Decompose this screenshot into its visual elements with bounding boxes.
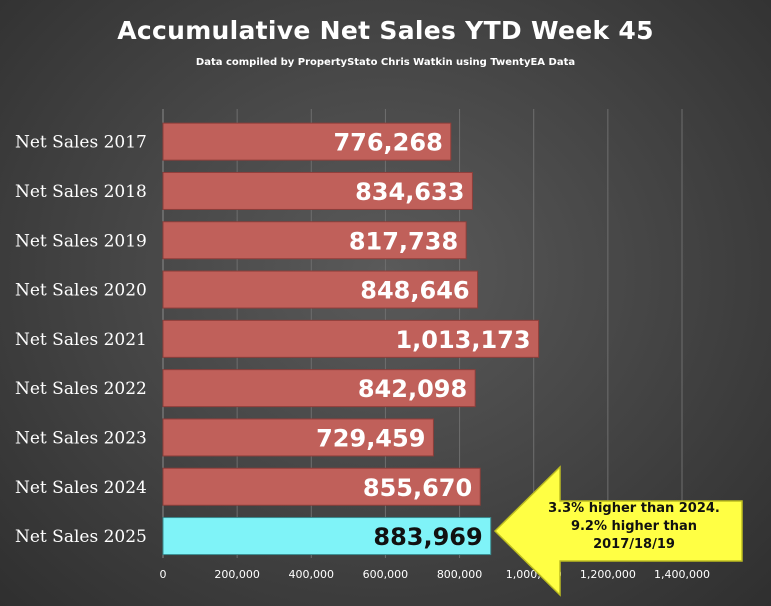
callout-arrow (493, 465, 743, 597)
bar (162, 467, 481, 506)
bar (162, 270, 479, 309)
bar (162, 319, 540, 358)
category-label: Net Sales 2018 (15, 182, 147, 202)
x-tick-label: 0 (160, 568, 167, 581)
data-label: 848,646 (360, 277, 469, 305)
category-label: Net Sales 2021 (15, 330, 147, 350)
x-tick-label: 1,200,000 (580, 568, 636, 581)
data-label: 855,670 (363, 474, 472, 502)
x-tick-label: 1,400,000 (654, 568, 710, 581)
bar (162, 171, 473, 210)
category-label: Net Sales 2019 (15, 231, 147, 251)
bar (162, 369, 476, 408)
callout-line-1: 3.3% higher than 2024. (548, 501, 720, 516)
data-label: 817,738 (349, 227, 458, 255)
data-label: 834,633 (355, 178, 464, 206)
data-label: 842,098 (358, 375, 467, 403)
bar (162, 221, 467, 260)
category-label: Net Sales 2022 (15, 379, 147, 399)
callout-line-3: 2017/18/19 (593, 537, 675, 552)
category-label: Net Sales 2024 (15, 478, 147, 498)
data-label: 883,969 (373, 523, 482, 551)
x-tick-label: 200,000 (214, 568, 260, 581)
category-label: Net Sales 2023 (15, 428, 147, 448)
callout-annotation: 3.3% higher than 2024. 9.2% higher than … (531, 500, 737, 554)
data-label: 776,268 (333, 129, 442, 157)
x-tick-label: 600,000 (363, 568, 409, 581)
callout-line-2: 9.2% higher than (570, 519, 698, 534)
chart-subtitle: Data compiled by PropertyStato Chris Wat… (195, 57, 576, 68)
data-label: 1,013,173 (395, 326, 530, 354)
x-tick-label: 800,000 (437, 568, 483, 581)
x-tick-labels: 0 200,000 400,000 600,000 800,000 1,000,000 1,… (160, 568, 710, 581)
bar (162, 418, 434, 457)
category-labels: Net Sales 2017 Net Sales 2018 Net Sales 20… (15, 133, 147, 547)
bar (162, 517, 492, 556)
category-label: Net Sales 2020 (15, 281, 147, 301)
bar (162, 122, 452, 161)
category-label: Net Sales 2017 (15, 133, 147, 153)
data-label: 729,459 (316, 424, 425, 452)
category-label: Net Sales 2025 (15, 527, 147, 547)
x-tick-label: 400,000 (289, 568, 335, 581)
bars: 776,268 834,633 817,738 848,646 1,013,173 842… (162, 122, 540, 556)
chart-title: Accumulative Net Sales YTD Week 45 (117, 16, 654, 45)
